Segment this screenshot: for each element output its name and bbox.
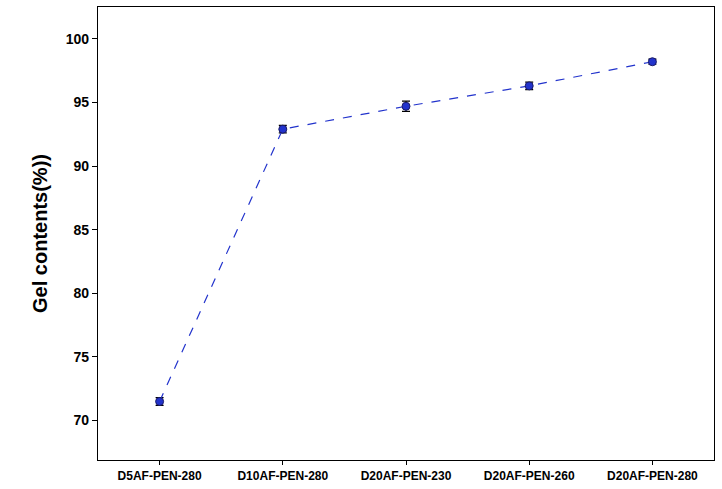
svg-text:D5AF-PEN-280: D5AF-PEN-280 — [118, 469, 202, 483]
svg-text:D20AF-PEN-260: D20AF-PEN-260 — [484, 469, 575, 483]
svg-text:100: 100 — [66, 31, 90, 47]
svg-text:70: 70 — [73, 412, 89, 428]
svg-text:85: 85 — [73, 222, 89, 238]
svg-text:Gel contents(%)): Gel contents(%)) — [29, 154, 51, 313]
svg-text:D10AF-PEN-280: D10AF-PEN-280 — [237, 469, 328, 483]
svg-text:75: 75 — [73, 349, 89, 365]
svg-text:90: 90 — [73, 158, 89, 174]
svg-text:D20AF-PEN-230: D20AF-PEN-230 — [361, 469, 452, 483]
svg-text:80: 80 — [73, 285, 89, 301]
svg-text:D20AF-PEN-280: D20AF-PEN-280 — [607, 469, 698, 483]
svg-text:95: 95 — [73, 94, 89, 110]
